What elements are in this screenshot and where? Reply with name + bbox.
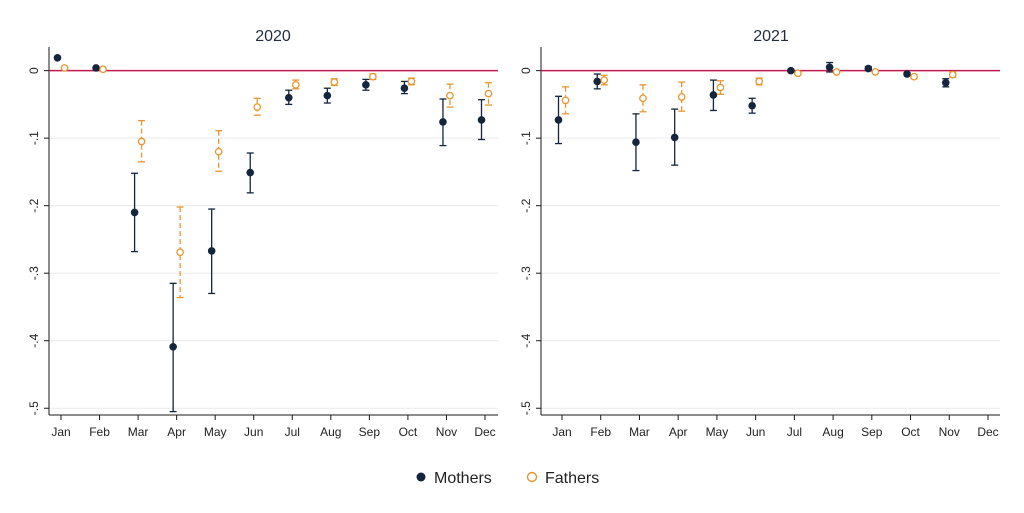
point-mothers	[554, 116, 563, 124]
point-mothers	[362, 81, 370, 89]
x-tick-label: Dec	[474, 425, 495, 439]
x-tick-label: Apr	[669, 425, 688, 439]
legend: Mothers Fathers	[416, 470, 599, 487]
point-fathers	[330, 78, 339, 86]
x-tick-label: May	[204, 425, 227, 439]
point-fathers	[291, 80, 300, 89]
x-tick-label: Feb	[590, 425, 611, 439]
point-mothers	[632, 138, 640, 147]
y-tick-label: 0	[27, 67, 41, 74]
x-tick-label: Dec	[977, 425, 998, 439]
point-fathers	[832, 68, 841, 76]
x-tick-label: Sep	[359, 425, 381, 439]
point-mothers	[825, 63, 834, 72]
x-tick-label: Jan	[552, 425, 571, 439]
y-tick-label: -.5	[27, 401, 41, 415]
point-fathers	[137, 137, 146, 146]
point-fathers	[910, 72, 918, 81]
point-mothers	[92, 64, 100, 72]
y-tick-label: -.3	[27, 266, 41, 280]
point-mothers	[864, 64, 873, 73]
x-tick-label: Nov	[436, 425, 457, 439]
y-tick-label: -.3	[519, 266, 533, 280]
x-tick-label: Apr	[167, 425, 186, 439]
point-mothers	[53, 54, 62, 62]
point-mothers	[477, 116, 486, 124]
plot-area	[541, 47, 1000, 415]
point-fathers	[253, 103, 262, 111]
point-mothers	[439, 118, 447, 126]
x-tick-label: Mar	[629, 425, 650, 439]
point-mothers	[130, 208, 139, 217]
point-fathers	[214, 147, 223, 156]
plot-area	[49, 47, 498, 415]
point-fathers	[948, 70, 957, 79]
point-mothers	[903, 70, 911, 78]
point-fathers	[369, 72, 377, 81]
point-fathers	[639, 94, 647, 103]
point-mothers	[709, 91, 718, 99]
y-tick-label: -.2	[519, 198, 533, 212]
panel-title: 2021	[753, 28, 789, 45]
point-mothers	[246, 168, 255, 177]
point-mothers	[323, 91, 332, 100]
point-mothers	[593, 77, 602, 86]
x-tick-label: Mar	[128, 425, 149, 439]
y-tick-label: -.2	[27, 198, 41, 212]
point-mothers	[941, 78, 950, 87]
point-fathers	[561, 96, 570, 105]
point-fathers	[407, 77, 416, 86]
legend-marker-mothers	[416, 472, 426, 482]
point-fathers	[446, 91, 454, 100]
point-mothers	[670, 133, 679, 142]
y-tick-label: -.1	[27, 131, 41, 145]
y-tick-label: 0	[519, 67, 533, 74]
x-tick-label: Jul	[285, 425, 300, 439]
point-mothers	[400, 84, 409, 92]
y-tick-label: -.5	[519, 401, 533, 415]
point-fathers	[176, 248, 184, 257]
legend-marker-fathers	[526, 471, 538, 483]
y-tick-label: -.1	[519, 131, 533, 145]
legend-label-fathers: Fathers	[545, 470, 599, 487]
point-fathers	[794, 69, 802, 78]
point-mothers	[284, 93, 293, 102]
y-tick-label: -.4	[27, 333, 41, 347]
panel-2021: 2021 0 -.1 -.2 -.3 -.4 -.5 Jan Feb Mar Apr May Jun Ju…	[519, 28, 1000, 439]
x-tick-label: Nov	[939, 425, 960, 439]
panel-2020: 2020 0 -.1 -.2 -.3 -.4 -.5 Jan Feb Mar Apr May Jun Ju…	[27, 28, 498, 439]
point-fathers	[871, 68, 880, 76]
point-mothers	[169, 343, 177, 351]
point-fathers	[600, 76, 609, 84]
point-mothers	[787, 66, 795, 75]
x-tick-label: Oct	[399, 425, 418, 439]
x-tick-label: May	[706, 425, 729, 439]
x-tick-label: Aug	[822, 425, 843, 439]
x-tick-label: Aug	[320, 425, 341, 439]
panel-title: 2020	[255, 28, 291, 45]
point-fathers	[484, 89, 493, 98]
x-tick-label: Jul	[787, 425, 802, 439]
y-tick-label: -.4	[519, 333, 533, 347]
legend-label-mothers: Mothers	[434, 470, 492, 487]
x-tick-label: Oct	[901, 425, 920, 439]
point-fathers	[755, 77, 763, 86]
point-fathers	[716, 83, 725, 92]
point-fathers	[677, 93, 686, 101]
point-mothers	[207, 247, 216, 255]
point-fathers	[99, 65, 107, 74]
x-tick-label: Jan	[51, 425, 70, 439]
point-fathers	[60, 64, 69, 72]
x-tick-label: Feb	[89, 425, 110, 439]
point-mothers	[748, 101, 756, 110]
x-tick-label: Sep	[861, 425, 883, 439]
x-tick-label: Jun	[244, 425, 263, 439]
x-tick-label: Jun	[746, 425, 765, 439]
